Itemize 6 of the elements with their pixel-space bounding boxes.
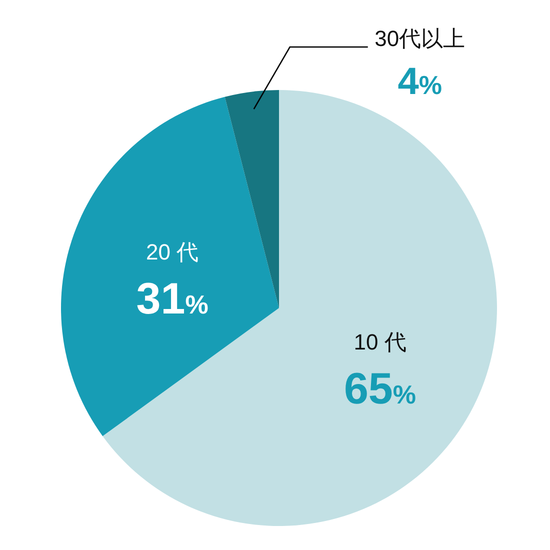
data-label: 4%	[398, 61, 442, 103]
slice-label: 10 代	[354, 329, 406, 354]
data-label: 65%	[344, 364, 416, 414]
data-label: 31%	[136, 274, 208, 324]
slice-label: 20 代	[146, 240, 199, 265]
slice-label: 30代以上	[374, 26, 466, 51]
